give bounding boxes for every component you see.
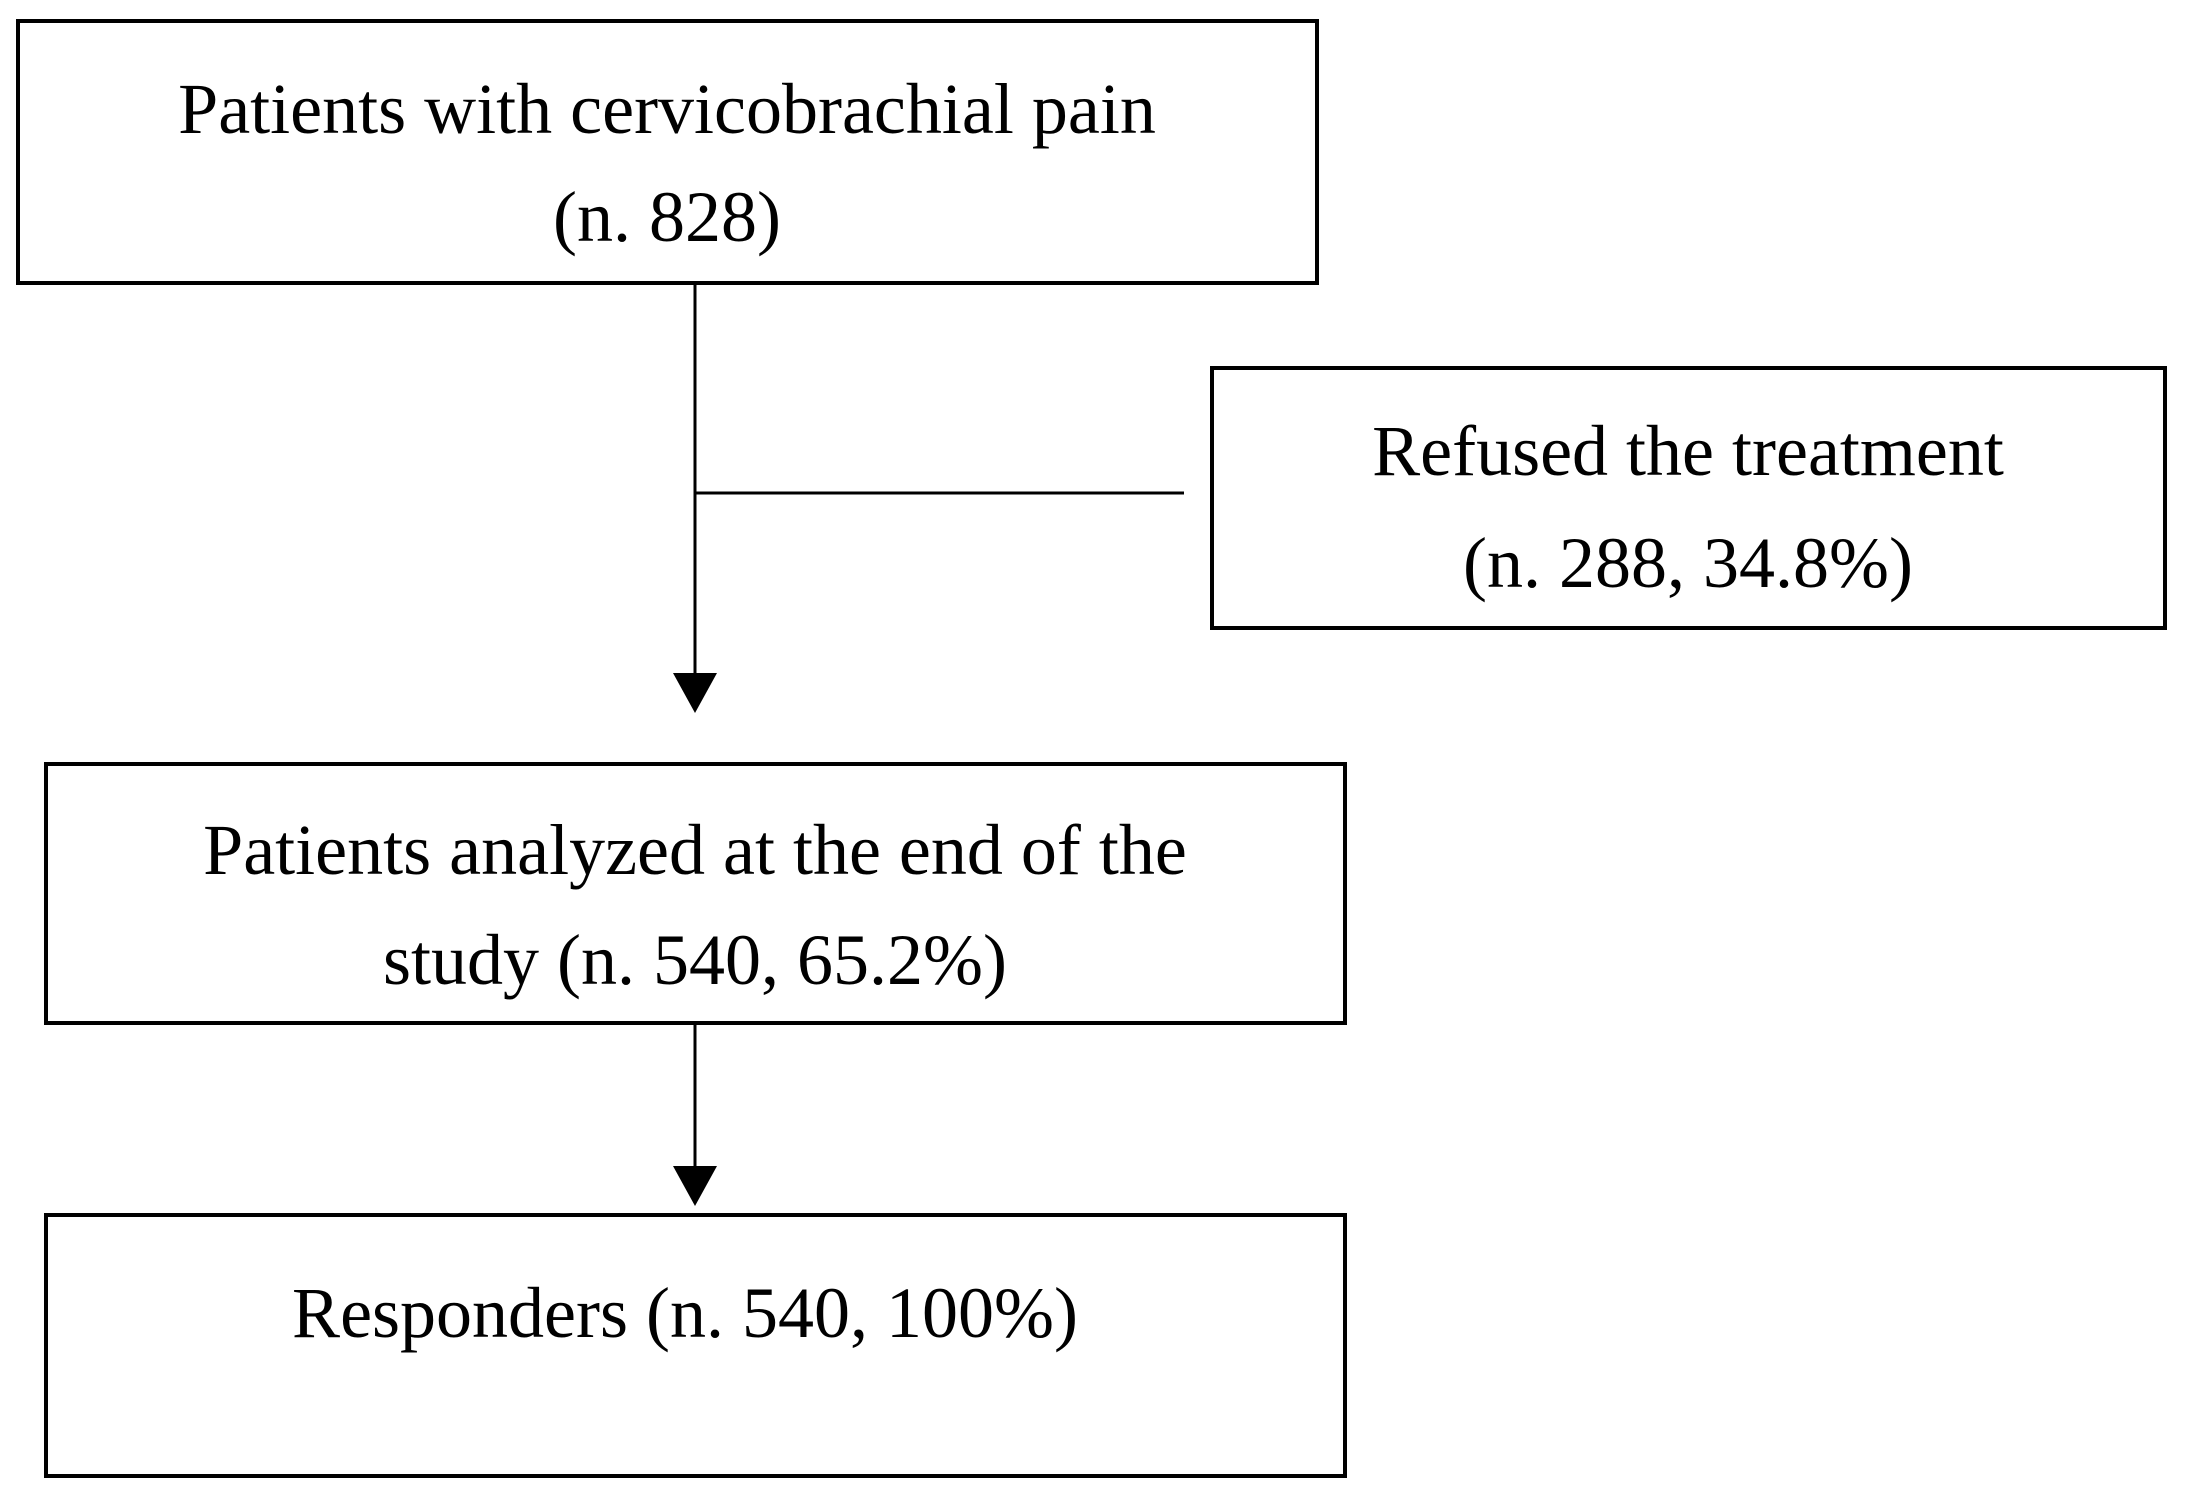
node-box — [44, 762, 1347, 1025]
node-label: Patients with cervicobrachial pain — [178, 69, 1156, 149]
node-label: (n. 828) — [553, 177, 781, 257]
node-box — [44, 1213, 1347, 1478]
node-label: Responders (n. 540, 100%) — [292, 1273, 1078, 1353]
node-box — [1210, 366, 2167, 630]
arrowhead — [673, 1166, 717, 1206]
arrowhead — [673, 673, 717, 713]
node-label: study (n. 540, 65.2%) — [383, 920, 1007, 1000]
node-label: Refused the treatment — [1372, 411, 2004, 491]
node-label: (n. 288, 34.8%) — [1463, 523, 1913, 603]
node-box — [16, 19, 1319, 285]
node-label: Patients analyzed at the end of the — [203, 810, 1187, 890]
